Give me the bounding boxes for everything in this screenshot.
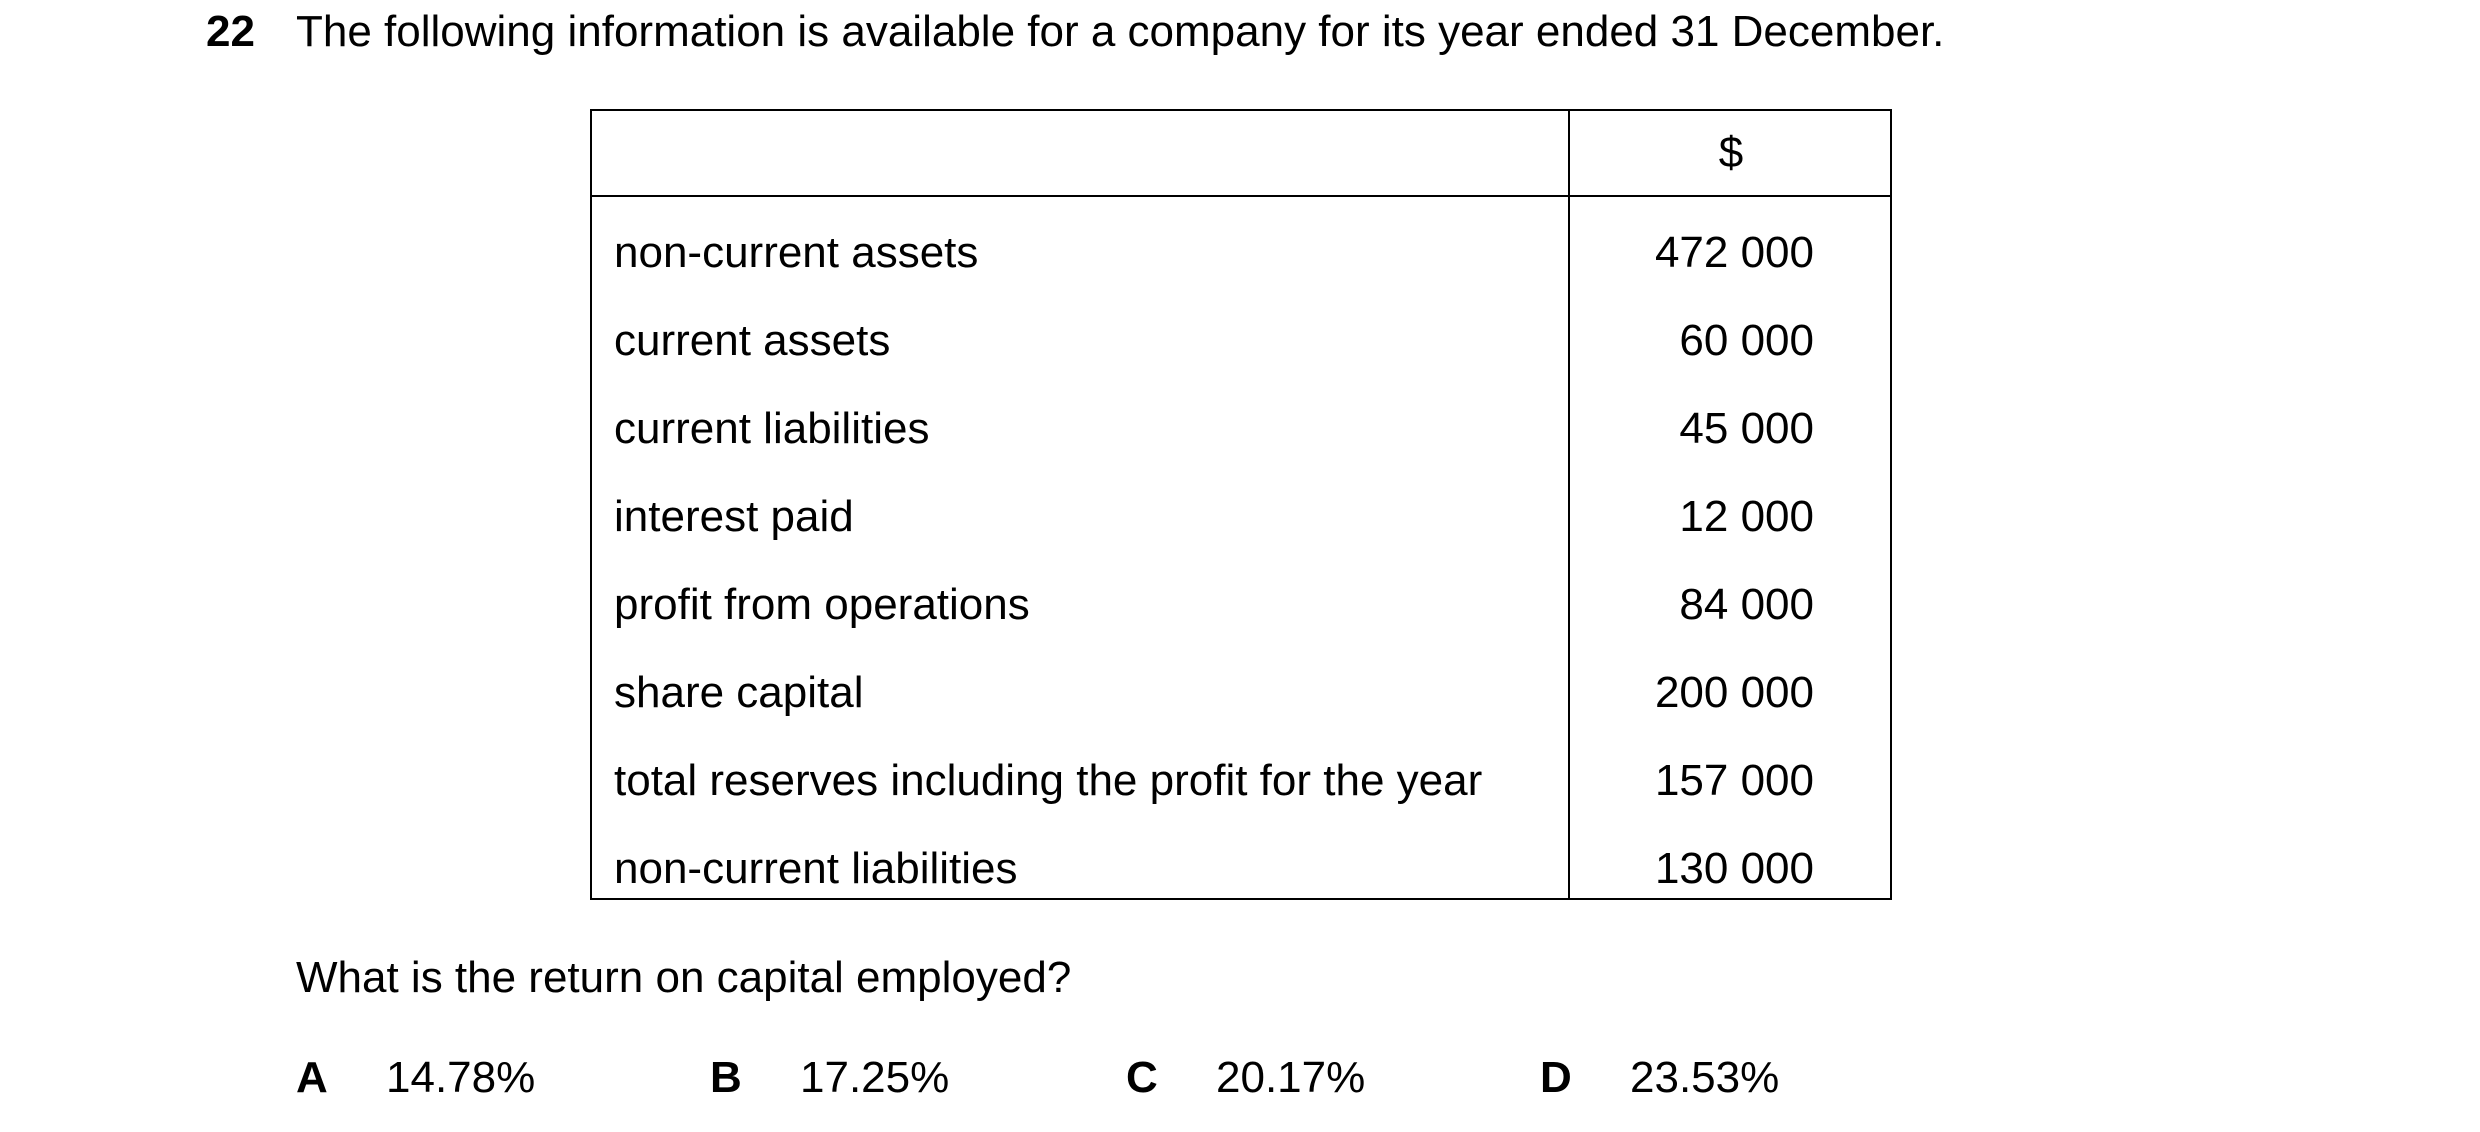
table-row: share capital 200 000 <box>592 649 1890 737</box>
row-value: 60 000 <box>1679 316 1814 365</box>
question-text: The following information is available f… <box>296 7 1945 56</box>
table-row: current assets 60 000 <box>592 297 1890 385</box>
row-label: non-current assets <box>614 228 979 277</box>
row-label: share capital <box>614 668 864 717</box>
table-row: total reserves including the profit for … <box>592 737 1890 825</box>
table-row: current liabilities 45 000 <box>592 385 1890 473</box>
table-row: non-current assets 472 000 <box>592 209 1890 297</box>
financial-data-table: $ non-current assets 472 000 current ass… <box>590 109 1892 900</box>
question-number: 22 <box>206 7 255 56</box>
currency-header: $ <box>1718 128 1744 177</box>
option-value: 23.53% <box>1630 1053 1780 1102</box>
table-row: non-current liabilities 130 000 <box>592 825 1890 913</box>
row-value: 157 000 <box>1654 756 1814 805</box>
row-label: current assets <box>614 316 891 365</box>
option-letter: C <box>1126 1053 1158 1102</box>
row-value: 472 000 <box>1654 228 1814 277</box>
row-label: current liabilities <box>614 404 930 453</box>
row-label: profit from operations <box>614 580 1030 629</box>
table-row: profit from operations 84 000 <box>592 561 1890 649</box>
row-label: total reserves including the profit for … <box>614 756 1483 805</box>
row-value: 45 000 <box>1679 404 1814 453</box>
row-label: interest paid <box>614 492 854 541</box>
row-value: 130 000 <box>1654 844 1814 893</box>
table-row: interest paid 12 000 <box>592 473 1890 561</box>
option-letter: B <box>710 1053 742 1102</box>
option-letter: D <box>1540 1053 1572 1102</box>
row-value: 84 000 <box>1679 580 1814 629</box>
option-value: 17.25% <box>800 1053 950 1102</box>
option-value: 20.17% <box>1216 1053 1366 1102</box>
row-label: non-current liabilities <box>614 844 1018 893</box>
option-letter: A <box>296 1053 328 1102</box>
column-divider <box>1568 111 1570 898</box>
question-prompt: What is the return on capital employed? <box>296 953 1072 1002</box>
table-header-row: $ <box>592 111 1890 197</box>
option-value: 14.78% <box>386 1053 536 1102</box>
row-value: 200 000 <box>1654 668 1814 717</box>
row-value: 12 000 <box>1679 492 1814 541</box>
